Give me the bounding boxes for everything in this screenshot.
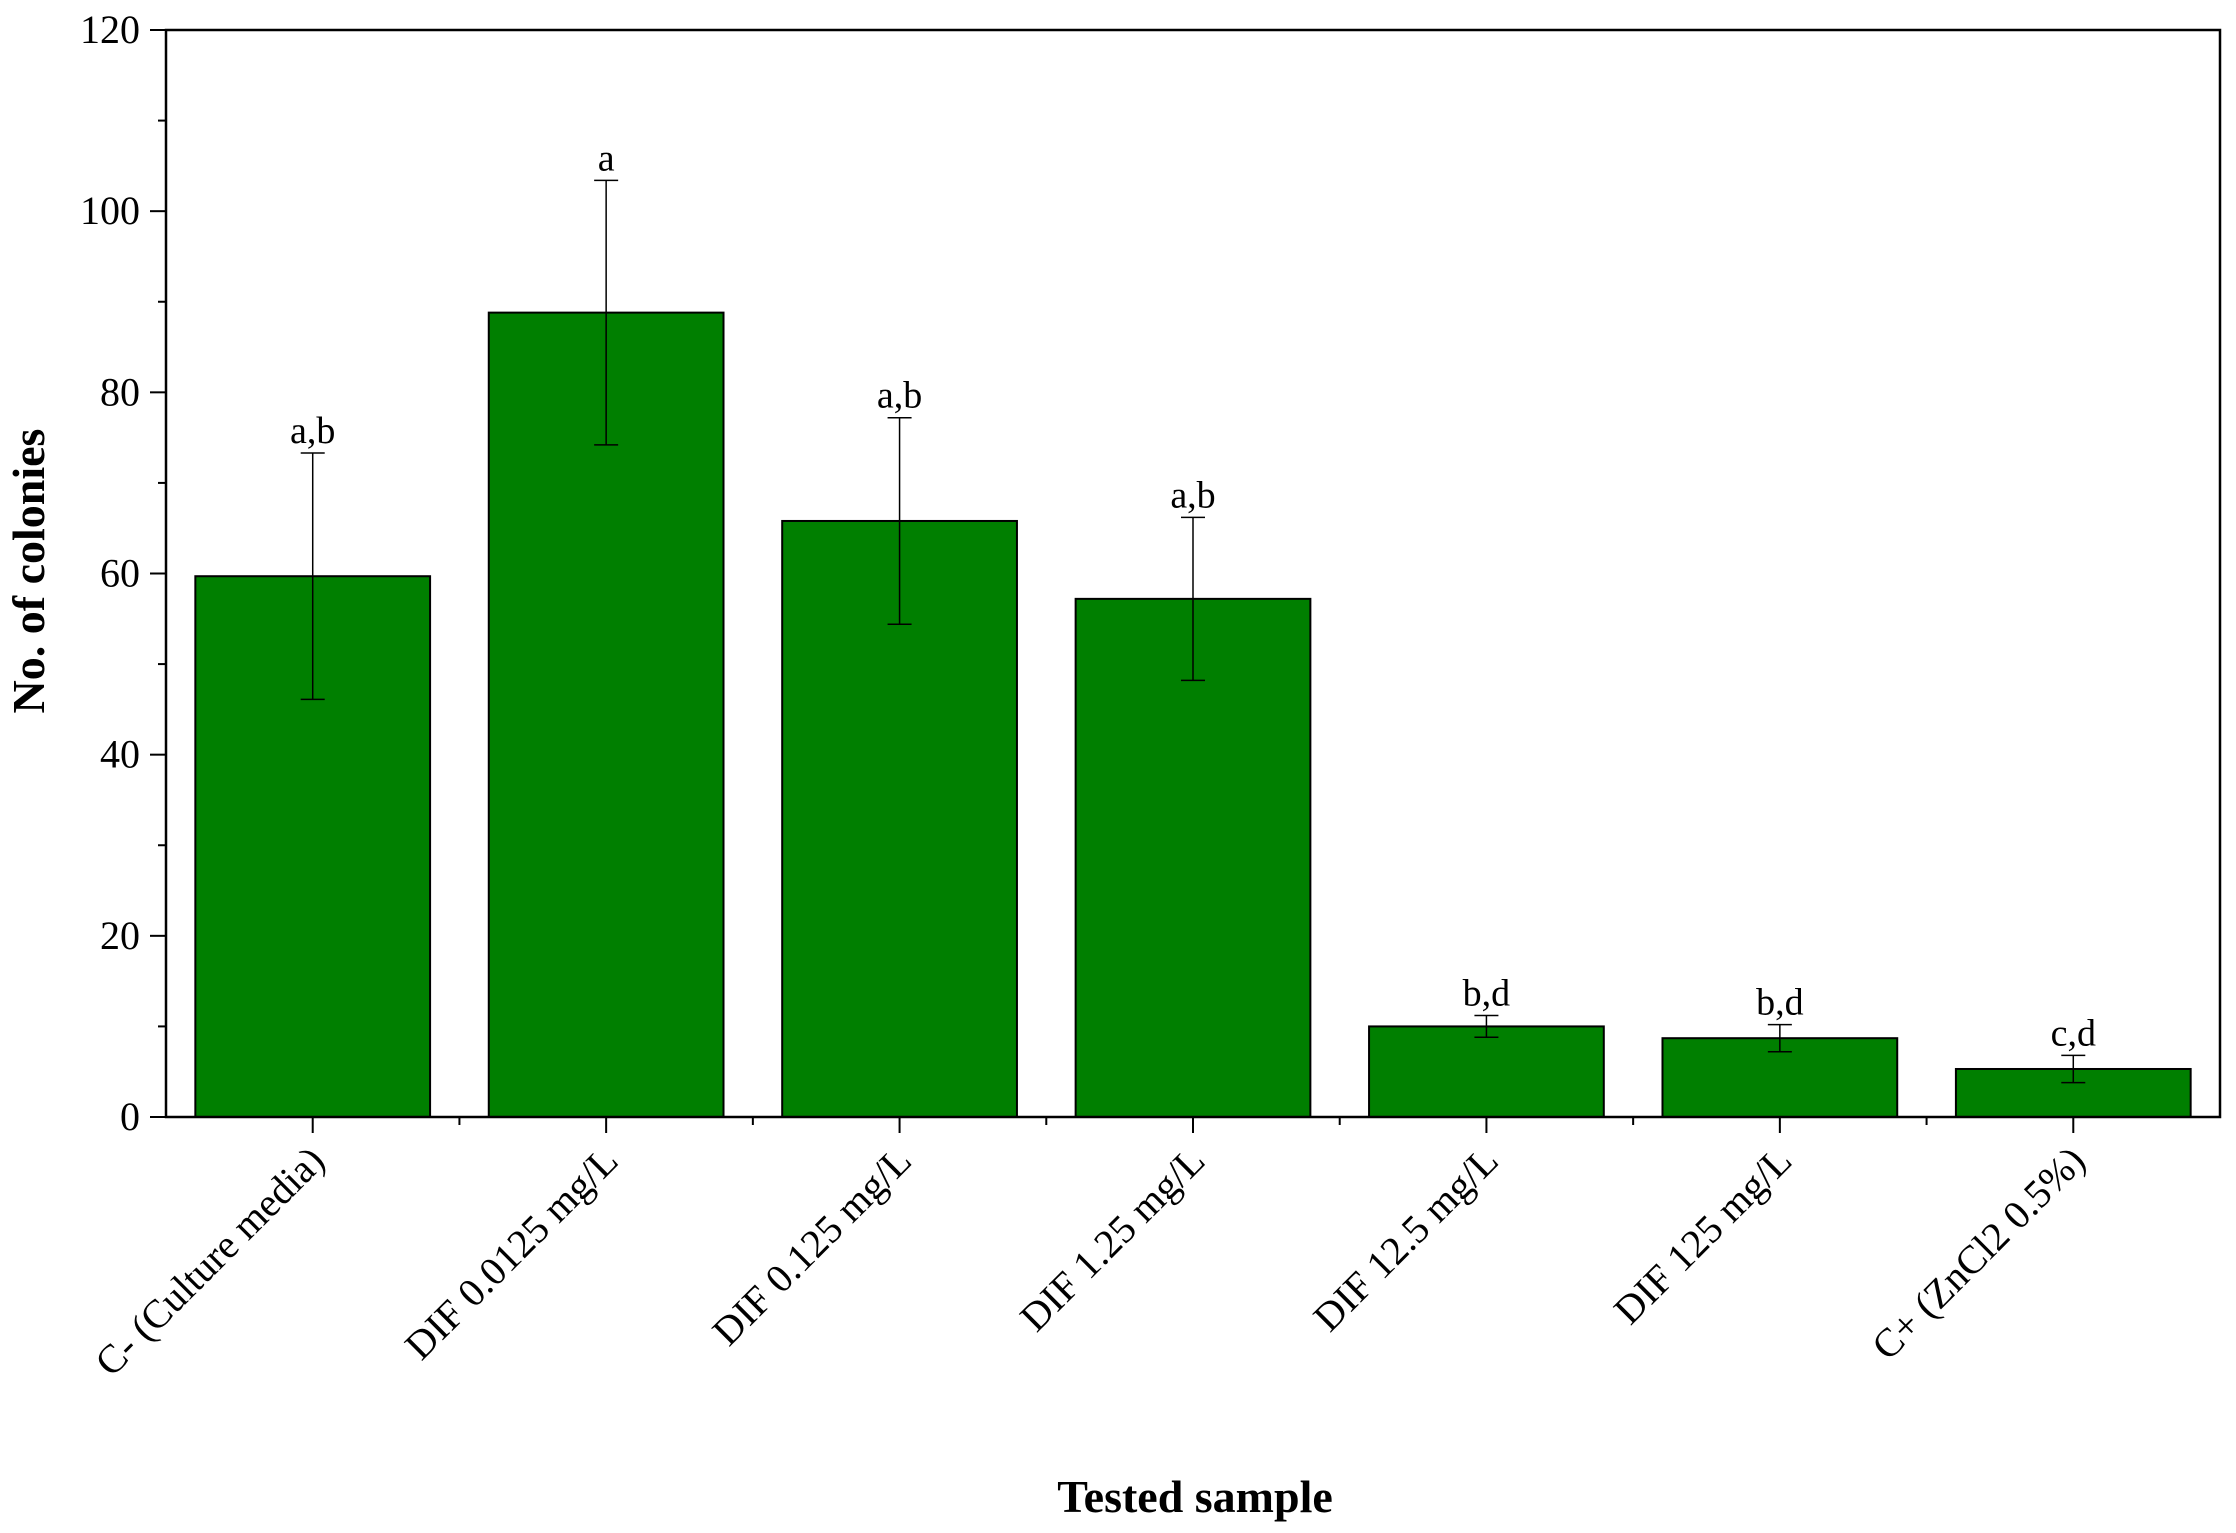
significance-label-4: b,d [1463, 973, 1511, 1015]
x-tick-label-4: DIF 12.5 mg/L [1304, 1138, 1506, 1340]
x-tick-label-3: DIF 1.25 mg/L [1011, 1138, 1213, 1340]
significance-label-3: a,b [1170, 474, 1215, 516]
y-axis-title: No. of colonies [3, 429, 54, 714]
bar-3 [1074, 597, 1312, 1118]
significance-label-5: b,d [1756, 982, 1804, 1024]
y-tick-label-0: 0 [120, 1094, 140, 1139]
x-tick-label-0: C- (Culture media) [86, 1138, 333, 1385]
y-tick-label-5: 100 [80, 188, 140, 233]
y-tick-label-1: 20 [100, 913, 140, 958]
significance-label-2: a,b [877, 375, 922, 417]
x-tick-label-1: DIF 0.0125 mg/L [396, 1138, 627, 1369]
y-tick-label-2: 40 [100, 732, 140, 777]
x-tick-label-2: DIF 0.125 mg/L [703, 1138, 919, 1354]
y-tick-label-3: 60 [100, 551, 140, 596]
significance-label-6: c,d [2051, 1012, 2096, 1054]
x-axis-title: Tested sample [1057, 1471, 1333, 1522]
y-tick-label-4: 80 [100, 369, 140, 414]
bar-1 [487, 311, 725, 1118]
y-tick-label-6: 120 [80, 7, 140, 52]
significance-label-0: a,b [290, 410, 335, 452]
significance-label-1: a [598, 137, 615, 179]
x-tick-label-5: DIF 125 mg/L [1605, 1138, 1800, 1333]
bar-4 [1368, 1025, 1605, 1118]
x-tick-label-6: C+ (ZnCl2 0.5%) [1863, 1138, 2094, 1369]
